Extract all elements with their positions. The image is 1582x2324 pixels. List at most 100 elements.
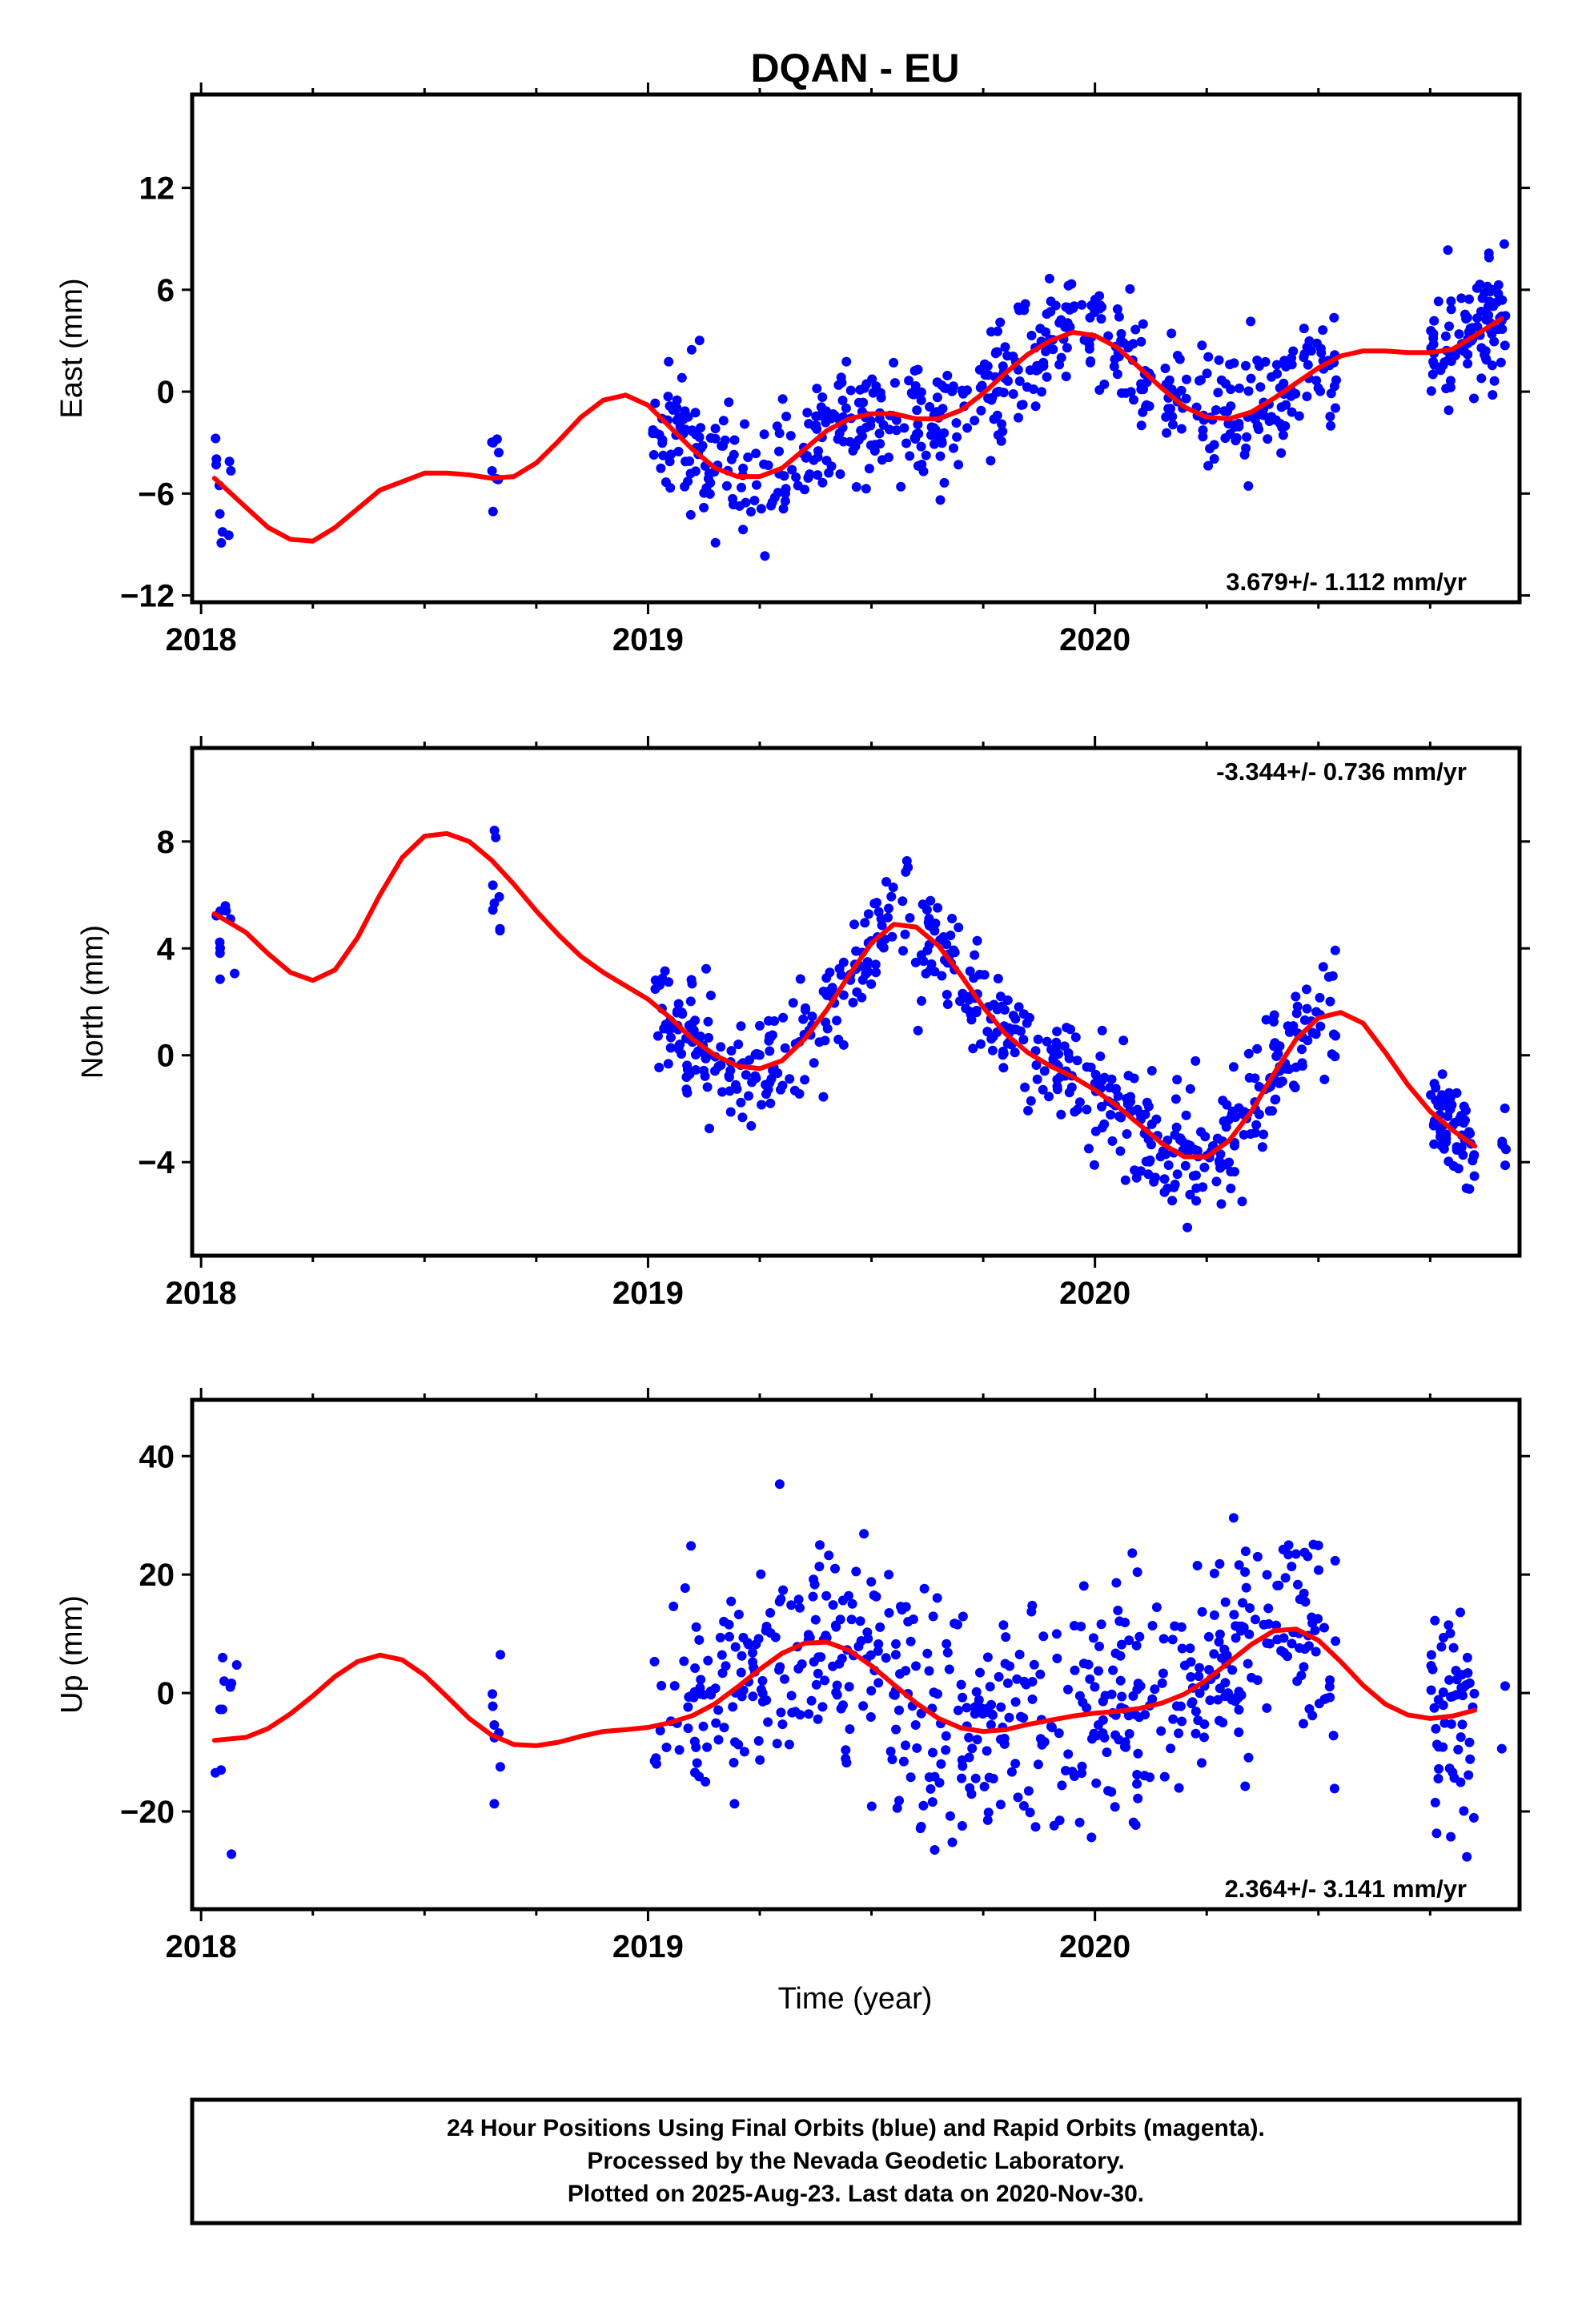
data-point	[672, 1006, 682, 1016]
data-point	[702, 1742, 713, 1752]
data-point	[1240, 1546, 1251, 1557]
data-point	[957, 1821, 967, 1831]
data-point	[1310, 1625, 1320, 1635]
data-point	[1469, 1171, 1480, 1181]
data-point	[1499, 239, 1509, 249]
data-point	[1275, 1078, 1285, 1088]
data-point	[878, 420, 889, 430]
data-point	[1311, 1029, 1321, 1039]
data-point	[1302, 392, 1312, 401]
data-point	[1015, 1026, 1026, 1036]
data-point	[820, 1675, 830, 1686]
data-point	[929, 423, 939, 433]
data-point	[1302, 984, 1311, 995]
data-point	[1094, 1720, 1103, 1730]
data-point	[1319, 1074, 1330, 1084]
data-point	[1426, 386, 1436, 396]
data-point	[867, 374, 877, 384]
data-point	[949, 443, 958, 453]
data-point	[1038, 1084, 1048, 1095]
data-point	[1215, 1558, 1225, 1569]
data-point	[1006, 1767, 1017, 1777]
data-point	[669, 1601, 679, 1611]
data-point	[740, 419, 749, 429]
data-point	[1484, 0, 1493, 5]
data-point	[998, 361, 1008, 372]
data-point	[672, 395, 682, 405]
data-point	[1064, 1053, 1074, 1063]
data-point	[1041, 346, 1051, 356]
data-point	[1018, 1713, 1029, 1723]
data-point	[1096, 314, 1106, 324]
data-point	[759, 459, 769, 469]
data-point	[1070, 1107, 1080, 1117]
data-point	[1299, 1547, 1310, 1558]
data-point	[1485, 0, 1495, 5]
data-point	[891, 425, 901, 436]
data-point	[777, 394, 788, 404]
data-point	[1185, 1189, 1195, 1200]
data-point	[901, 1740, 910, 1751]
data-point	[1157, 1678, 1167, 1688]
data-point	[1097, 1101, 1106, 1112]
data-point	[857, 975, 868, 985]
data-point	[765, 1077, 775, 1088]
data-point	[1318, 962, 1328, 972]
data-point	[1226, 1184, 1236, 1193]
data-point	[757, 1696, 768, 1707]
data-point	[1063, 1749, 1074, 1759]
data-point	[924, 1772, 934, 1783]
data-point	[1012, 1674, 1022, 1684]
data-point	[692, 1758, 702, 1768]
data-point	[1130, 324, 1141, 335]
data-point	[1144, 401, 1154, 412]
x-tick-label: 2020	[1059, 1276, 1130, 1311]
data-point	[761, 1622, 772, 1631]
data-point	[1313, 383, 1323, 393]
data-point	[1445, 1628, 1456, 1638]
data-point	[1325, 412, 1335, 422]
data-point	[905, 451, 915, 461]
data-point	[1020, 1082, 1030, 1092]
data-point	[1496, 0, 1506, 5]
data-point	[1133, 1679, 1143, 1689]
data-point	[776, 1707, 786, 1718]
data-point	[814, 1562, 825, 1572]
data-point	[851, 482, 861, 492]
data-point	[1177, 1716, 1187, 1727]
data-point	[717, 1668, 728, 1679]
data-point	[223, 530, 234, 541]
data-point	[1495, 0, 1504, 5]
data-point	[945, 1811, 955, 1821]
data-point	[1486, 0, 1496, 5]
data-point	[1484, 0, 1493, 5]
data-point	[869, 1590, 879, 1600]
data-point	[737, 1112, 748, 1123]
data-point	[738, 1632, 749, 1642]
data-point	[998, 388, 1009, 398]
data-point	[965, 966, 975, 976]
data-point	[231, 1660, 242, 1670]
data-point	[1315, 992, 1325, 1003]
data-point	[1477, 0, 1487, 5]
data-point	[1052, 1084, 1062, 1095]
data-point	[800, 1075, 810, 1085]
data-point	[1492, 0, 1501, 5]
data-point	[962, 1703, 972, 1713]
data-point	[1158, 1634, 1169, 1644]
data-point	[1010, 1047, 1020, 1058]
data-point	[1128, 1817, 1138, 1827]
data-point	[886, 891, 897, 902]
data-point	[718, 440, 728, 451]
x-tick-label: 2019	[612, 1276, 684, 1311]
data-point	[1476, 0, 1486, 5]
data-point	[788, 998, 798, 1008]
data-point	[1261, 1015, 1271, 1025]
data-point	[777, 1080, 788, 1091]
data-point	[1229, 1610, 1239, 1620]
data-point	[1072, 1055, 1082, 1066]
data-point	[1307, 1618, 1318, 1628]
data-point	[1188, 1171, 1199, 1181]
data-point	[996, 1702, 1006, 1712]
